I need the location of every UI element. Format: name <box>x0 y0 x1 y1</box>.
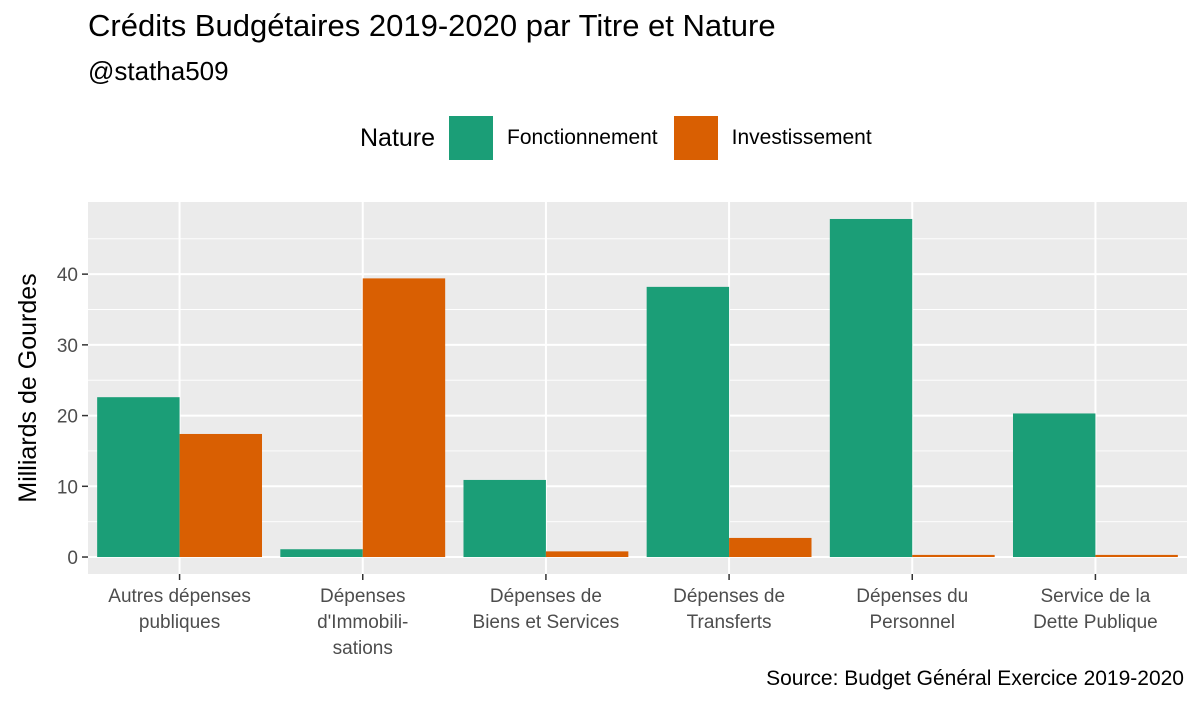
plot-panel <box>88 202 1187 574</box>
bar-investissement <box>545 551 629 558</box>
legend-key-investissement <box>673 116 718 160</box>
x-tick-label: Autres dépenses publiques <box>108 586 251 633</box>
x-tick-label: Service de la Dette Publique <box>1033 586 1158 633</box>
legend-label-fonctionnement: Fonctionnement <box>507 126 658 149</box>
y-axis-label: Milliards de Gourdes <box>14 273 42 502</box>
y-tick-label: 0 <box>67 548 78 569</box>
y-tick-label: 30 <box>57 336 78 357</box>
chart-caption: Source: Budget Général Exercice 2019-202… <box>766 667 1184 690</box>
y-tick-label: 40 <box>57 265 78 286</box>
bar-fonctionnement <box>646 286 730 558</box>
legend-key-fonctionnement <box>449 116 494 160</box>
x-tick-label: Dépenses d'Immobili-sations <box>317 586 408 659</box>
bar-investissement <box>362 278 446 558</box>
bar-investissement <box>1095 554 1178 558</box>
bar-fonctionnement <box>280 549 363 558</box>
x-tick-label: Dépenses de Biens et Services <box>473 586 620 633</box>
y-tick-label: 10 <box>57 477 78 498</box>
bar-investissement <box>912 554 995 558</box>
x-tick-label: Dépenses de Transferts <box>673 586 785 633</box>
bar-investissement <box>179 433 263 558</box>
chart-title: Crédits Budgétaires 2019-2020 par Titre … <box>88 8 776 43</box>
y-tick-label: 20 <box>57 407 78 428</box>
legend: Nature Fonctionnement Investissement <box>360 116 888 160</box>
bar-fonctionnement <box>97 397 180 558</box>
chart-subtitle: @statha509 <box>88 56 229 86</box>
bar-fonctionnement <box>1012 413 1096 558</box>
bar-fonctionnement <box>463 479 546 558</box>
legend-title: Nature <box>360 123 436 152</box>
bar-fonctionnement <box>829 218 913 558</box>
bar-investissement <box>729 537 812 558</box>
x-tick-label: Dépenses du Personnel <box>856 586 968 633</box>
legend-label-investissement: Investissement <box>731 126 872 149</box>
